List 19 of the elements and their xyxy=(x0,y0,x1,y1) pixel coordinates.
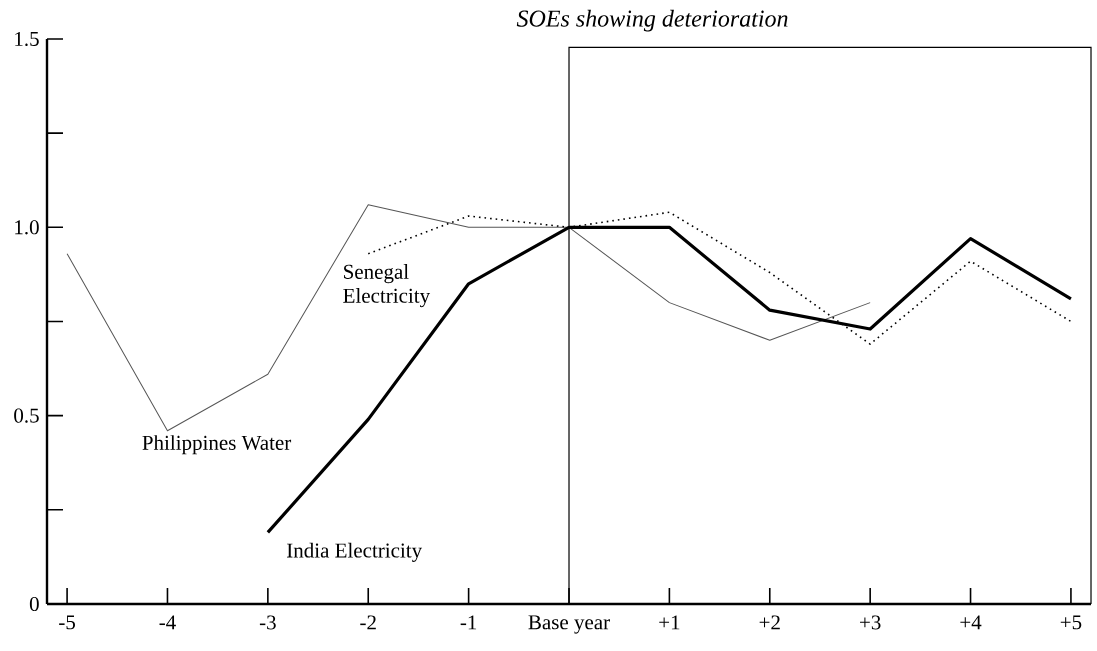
x-tick-label: -3 xyxy=(259,615,276,630)
x-tick-label: -1 xyxy=(460,615,477,630)
series-label: Senegal Electricity xyxy=(343,264,431,308)
chart-title: SOEs showing deterioration xyxy=(516,9,788,32)
x-tick-label: +5 xyxy=(1060,615,1082,630)
x-tick-label: +3 xyxy=(860,615,881,630)
x-tick-label: Base year xyxy=(528,615,610,634)
y-tick-label: 1.5 xyxy=(15,31,39,47)
series-label: India Electricity xyxy=(287,542,423,562)
series-label: Philippines Water xyxy=(142,435,292,455)
x-tick-label: -2 xyxy=(360,615,376,630)
x-tick-label: -4 xyxy=(159,615,176,630)
x-tick-label: +4 xyxy=(960,615,982,630)
y-tick-label: 0 xyxy=(29,596,39,612)
x-tick-label: +2 xyxy=(759,615,780,630)
y-tick-label: 0.5 xyxy=(14,408,39,423)
y-tick-label: 1.0 xyxy=(15,220,39,235)
x-tick-label: -5 xyxy=(59,615,75,630)
x-tick-label: +1 xyxy=(659,615,680,630)
